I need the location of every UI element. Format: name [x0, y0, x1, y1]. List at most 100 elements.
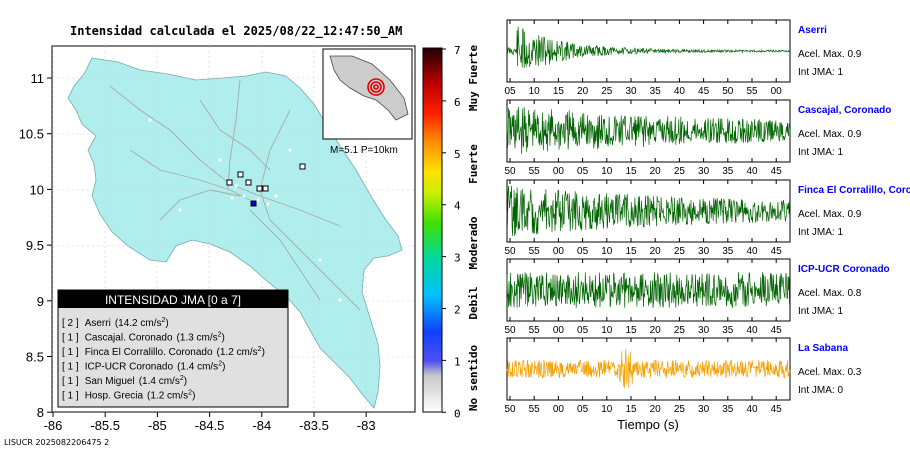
waveform-line — [506, 348, 791, 389]
time-tick-label: 00 — [553, 325, 565, 336]
inset-land — [329, 55, 409, 121]
time-tick-label: 05 — [577, 404, 589, 415]
trace-panel: 50 55 00 05 10 15 20 25 30 35 40 45 ICP-UCR Coronado… — [504, 258, 890, 336]
lon-tick-label: -83.5 — [299, 418, 329, 433]
time-tick-label: 15 — [625, 246, 637, 257]
station-marker — [256, 185, 263, 192]
station-marker — [237, 171, 244, 178]
colorbar-label: Muy Fuerte — [467, 45, 480, 112]
time-tick-label: 25 — [674, 246, 686, 257]
station-name: Cascajal, Coronado — [798, 105, 891, 116]
time-tick-label: 40 — [746, 404, 758, 415]
time-tick-label: 20 — [650, 325, 662, 336]
time-tick-label: 25 — [674, 166, 686, 177]
time-tick-label: 10 — [601, 246, 613, 257]
time-tick-label: 35 — [722, 404, 734, 415]
colorbar-ticks: 7 6 5 4 3 2 1 0 — [442, 44, 461, 420]
acel-max: Acel. Max. 0.9 — [798, 209, 862, 220]
time-tick-label: 20 — [650, 404, 662, 415]
time-tick-label: 30 — [698, 246, 710, 257]
trace-panel: 50 55 00 05 10 15 20 25 30 35 40 45 La Sabana Acel. M… — [504, 337, 862, 415]
legend-item: [ 1 ] Finca El Corralillo. Coronado (1.2 c… — [62, 346, 265, 358]
colorbar-tick-label: 4 — [454, 200, 461, 213]
lat-tick-label: 11 — [31, 71, 45, 86]
trace-panel: 50 55 00 05 10 15 20 25 30 35 40 45 Finca El Corrali… — [504, 179, 910, 257]
time-tick-label: 05 — [577, 246, 589, 257]
road-network — [109, 79, 361, 311]
time-tick-label: 05 — [577, 325, 589, 336]
colorbar-tick-label: 2 — [454, 304, 461, 317]
time-tick-label: 30 — [698, 166, 710, 177]
time-tick-label: 00 — [553, 404, 565, 415]
station-marker-aserri — [250, 200, 257, 207]
traces-xlabel: Tiempo (s) — [617, 417, 679, 432]
station-marker — [226, 179, 233, 186]
time-tick-label: 35 — [722, 166, 734, 177]
legend-item: [ 1 ] San Miguel (1.4 cm/s2) — [62, 375, 187, 387]
int-jma: Int JMA: 1 — [798, 227, 843, 238]
time-tick-label: 25 — [674, 404, 686, 415]
colorbar-labels: Muy Fuerte Fuerte Moderado Debil No sentido — [467, 45, 480, 412]
time-tick-label: 50 — [504, 404, 516, 415]
time-tick-label: 45 — [771, 404, 783, 415]
station-name: Finca El Corralillo, Coro — [798, 185, 910, 196]
time-tick-label: 45 — [771, 246, 783, 257]
colorbar-tick-label: 7 — [454, 44, 461, 57]
acel-max: Acel. Max. 0.9 — [798, 49, 862, 60]
legend-item: [ 2 ] Aserri (14.2 cm/s2) — [62, 317, 169, 329]
legend-item: [ 1 ] Hosp. Grecia (1.2 cm/s2) — [62, 390, 195, 402]
time-tick-label: 50 — [722, 86, 734, 97]
time-tick-label: 10 — [529, 86, 541, 97]
colorbar-tick-label: 5 — [454, 148, 461, 161]
legend-header — [58, 290, 288, 308]
station-marker — [262, 185, 269, 192]
footer-id: LISUCR 2025082206475 2 — [4, 438, 110, 447]
int-jma: Int JMA: 1 — [798, 306, 843, 317]
lon-tick-label: -84 — [252, 418, 271, 433]
station-name: ICP-UCR Coronado — [798, 264, 890, 275]
int-jma: Int JMA: 0 — [798, 385, 843, 396]
colorbar-tick-label: 0 — [454, 407, 461, 420]
time-tick-label: 45 — [698, 86, 710, 97]
int-jma: Int JMA: 1 — [798, 147, 843, 158]
time-tick-label: 30 — [698, 404, 710, 415]
legend-items: [ 2 ] Aserri (14.2 cm/s2) [ 1 ] Cascajal. Co… — [62, 317, 265, 402]
time-tick-label: 10 — [601, 325, 613, 336]
time-tick-label: 55 — [529, 246, 541, 257]
time-tick-label: 50 — [504, 325, 516, 336]
costa-rica-land — [67, 57, 403, 409]
colorbar-label: No sentido — [467, 345, 480, 412]
lat-ticks: 11 10.5 10 9.5 9 8.5 8 — [19, 71, 52, 420]
time-tick-label: 55 — [529, 325, 541, 336]
time-tick-label: 45 — [771, 166, 783, 177]
acel-max: Acel. Max. 0.9 — [798, 129, 862, 140]
time-tick-label: 55 — [529, 404, 541, 415]
lon-tick-label: -85 — [148, 418, 167, 433]
trace-panel: 50 55 00 05 10 15 20 25 30 35 40 45 Cascajal, Corona… — [504, 99, 891, 177]
acel-max: Acel. Max. 0.3 — [798, 367, 862, 378]
time-tick-label: 40 — [746, 246, 758, 257]
waveform-line — [506, 272, 791, 308]
time-tick-label: 20 — [650, 246, 662, 257]
lon-tick-label: -86 — [44, 418, 63, 433]
lat-tick-label: 8.5 — [26, 350, 44, 365]
lon-tick-label: -83 — [357, 418, 376, 433]
station-marker — [299, 163, 306, 170]
time-tick-label: 55 — [746, 86, 758, 97]
waveform-line — [506, 106, 791, 154]
inset-label: M=5.1 P=10km — [330, 145, 398, 156]
waveform-line — [506, 26, 791, 69]
lat-tick-label: 10 — [30, 182, 44, 197]
station-name: La Sabana — [798, 343, 848, 354]
time-tick-label: 50 — [504, 166, 516, 177]
station-name: Aserri — [798, 25, 827, 36]
colorbar-label: Fuerte — [467, 144, 480, 184]
time-tick-label: 15 — [553, 86, 565, 97]
legend-item: [ 1 ] Cascajal. Coronado (1.3 cm/s2) — [62, 332, 225, 344]
lat-tick-label: 8 — [37, 405, 44, 420]
legend-box — [57, 289, 289, 408]
lat-tick-label: 9 — [37, 294, 44, 309]
lon-tick-label: -84.5 — [195, 418, 225, 433]
time-tick-label: 30 — [698, 325, 710, 336]
